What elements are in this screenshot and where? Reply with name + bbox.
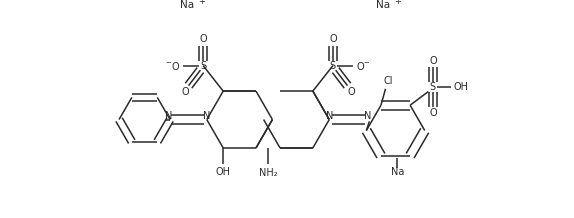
Text: O$^{-}$: O$^{-}$ [356, 60, 370, 72]
Text: S: S [430, 82, 436, 92]
Text: OH: OH [216, 167, 231, 177]
Text: OH: OH [453, 82, 469, 92]
Text: S: S [330, 61, 336, 71]
Text: N: N [325, 111, 333, 121]
Text: O: O [181, 87, 189, 97]
Text: O: O [347, 87, 355, 97]
Text: N: N [364, 111, 371, 121]
Text: Cl: Cl [383, 76, 393, 86]
Text: +: + [197, 0, 204, 6]
Text: O: O [329, 34, 337, 44]
Text: Na: Na [180, 0, 194, 10]
Text: Na: Na [376, 0, 390, 10]
Text: Na: Na [391, 167, 404, 177]
Text: S: S [200, 61, 206, 71]
Text: N: N [203, 111, 211, 121]
Text: O: O [429, 108, 437, 118]
Text: NH₂: NH₂ [259, 168, 277, 178]
Text: O: O [199, 34, 207, 44]
Text: $^{-}$O: $^{-}$O [165, 60, 180, 72]
Text: N: N [165, 111, 172, 121]
Text: +: + [394, 0, 401, 6]
Text: O: O [429, 56, 437, 66]
